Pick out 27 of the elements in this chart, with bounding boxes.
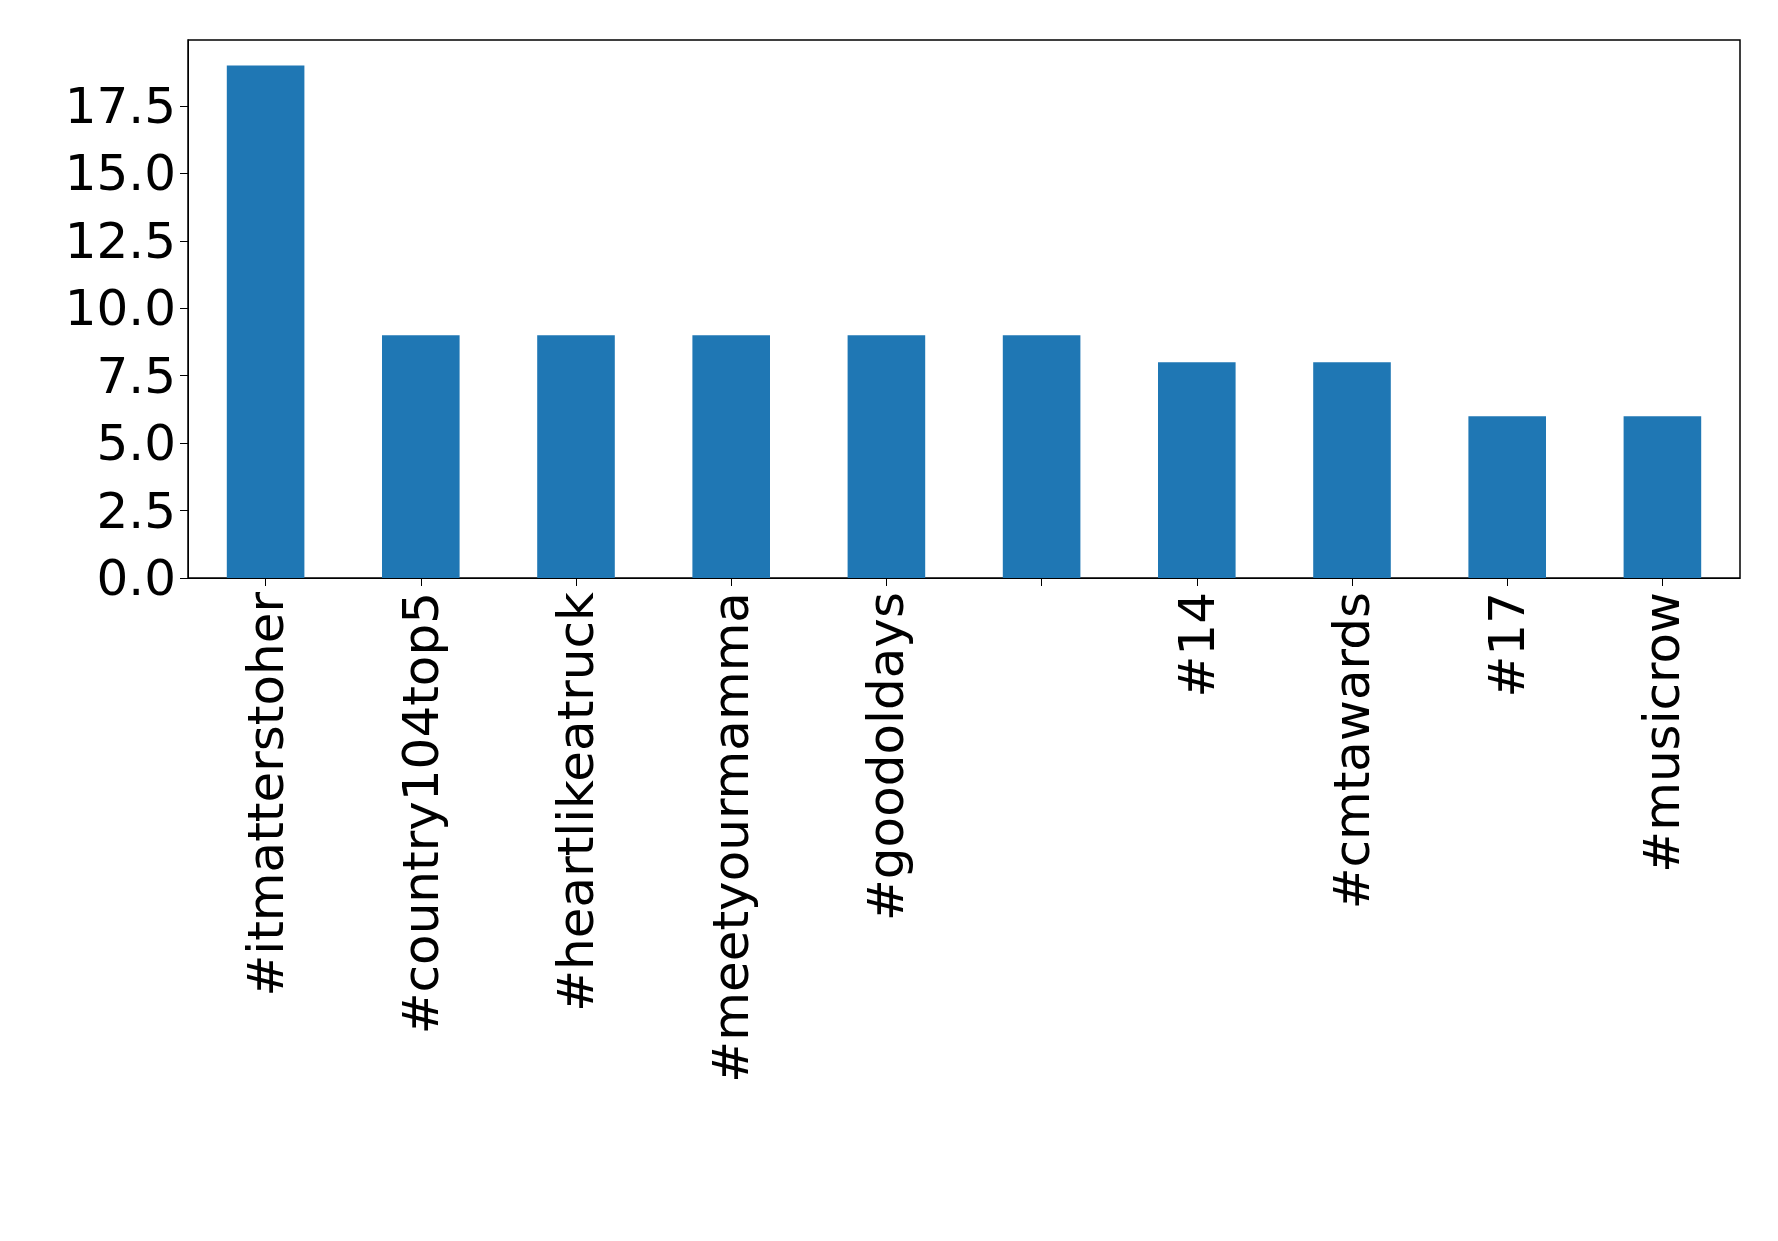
x-tick-label: #goodoldays — [857, 592, 916, 922]
bar — [1002, 335, 1081, 578]
bar — [1313, 362, 1391, 578]
x-tick-label: #cmtawards — [1323, 592, 1381, 910]
x-tick-label: #itmatterstoher — [236, 591, 295, 997]
x-tick-label: #14 — [1167, 592, 1226, 698]
y-tick-label: 0.0 — [96, 549, 176, 607]
x-tick-label: #17 — [1478, 592, 1537, 698]
bar — [1468, 416, 1546, 578]
y-tick-label: 12.5 — [64, 211, 176, 270]
y-tick-label: 7.5 — [96, 346, 176, 405]
x-tick-label: #heartlikeatruck — [547, 591, 605, 1012]
bar — [1623, 416, 1702, 578]
y-tick-label: 5.0 — [96, 414, 176, 473]
x-tick-label: #country104top5 — [391, 592, 450, 1035]
bar — [847, 335, 926, 578]
bar — [226, 65, 305, 578]
y-tick-label: 17.5 — [64, 77, 176, 136]
y-tick-label: 2.5 — [96, 481, 176, 540]
y-tick-label: 10.0 — [64, 279, 176, 338]
bar — [1158, 362, 1236, 578]
bar — [692, 335, 770, 578]
x-tick-label: #meetyourmamma — [702, 592, 761, 1083]
x-tick-label: #musicrow — [1633, 592, 1692, 873]
bar — [382, 335, 460, 578]
y-tick-label: 15.0 — [64, 144, 176, 203]
bar — [537, 335, 615, 578]
